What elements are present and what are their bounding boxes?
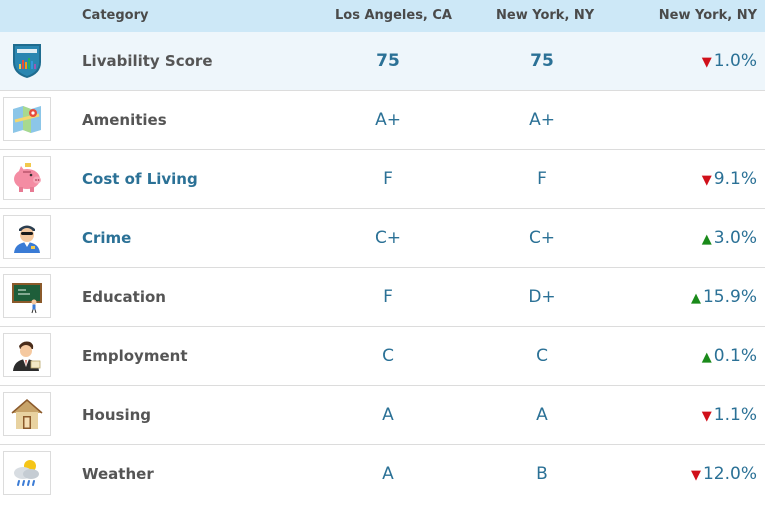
difference-value: ▲ 0.1% [701, 346, 757, 366]
areavibes-shield-icon [3, 38, 51, 82]
ny-value: F [537, 169, 547, 189]
table-row-housing: Housing A A ▼ 1.1% [0, 386, 765, 445]
table-row-employment: Employment C C ▲ 0.1% [0, 327, 765, 386]
ny-value: 75 [530, 51, 554, 71]
difference-value: ▼ 12.0% [690, 464, 757, 484]
arrow-down-icon: ▼ [701, 409, 712, 424]
category-link[interactable]: Crime [82, 229, 132, 247]
la-value: A+ [375, 110, 401, 130]
category-label: Housing [82, 406, 152, 424]
la-value: C [382, 346, 394, 366]
map-icon [3, 97, 51, 141]
category-label: Weather [82, 465, 154, 483]
la-value: C+ [374, 228, 402, 248]
police-officer-icon [3, 215, 51, 259]
businessman-icon [3, 333, 51, 377]
la-value: F [383, 287, 393, 307]
la-value: 75 [376, 51, 400, 71]
table-row-cost-of-living: Cost of Living F F ▼ 9.1% [0, 150, 765, 209]
ny-value: C [536, 346, 548, 366]
ny-value: B [536, 464, 548, 484]
arrow-up-icon: ▲ [701, 350, 712, 365]
difference-value: ▲ 3.0% [701, 228, 757, 248]
chalkboard-icon [3, 274, 51, 318]
table-row-amenities: Amenities A+ A+ [0, 91, 765, 150]
header-new-york-diff: New York, NY [658, 8, 757, 23]
arrow-down-icon: ▼ [690, 468, 701, 483]
table-row-weather: Weather A B ▼ 12.0% [0, 445, 765, 503]
table-row-crime: Crime C+ C+ ▲ 3.0% [0, 209, 765, 268]
ny-value: C+ [528, 228, 556, 248]
house-icon [3, 392, 51, 436]
table-row-livability-score: Livability Score 75 75 ▼ 1.0% [0, 32, 765, 91]
category-label: Livability Score [82, 52, 213, 70]
arrow-up-icon: ▲ [690, 291, 701, 306]
table-row-education: Education F D+ ▲ 15.9% [0, 268, 765, 327]
la-value: F [383, 169, 393, 189]
arrow-down-icon: ▼ [701, 55, 712, 70]
category-label: Amenities [82, 111, 167, 129]
ny-value: D+ [528, 287, 556, 307]
arrow-up-icon: ▲ [701, 232, 712, 247]
weather-icon [3, 451, 51, 495]
header-category: Category [82, 8, 149, 23]
difference-value: ▼ 9.1% [701, 169, 757, 189]
la-value: A [382, 464, 394, 484]
difference-value: ▼ 1.1% [701, 405, 757, 425]
header-los-angeles[interactable]: Los Angeles, CA [335, 8, 452, 23]
ny-value: A+ [529, 110, 555, 130]
table-header: Category Los Angeles, CA New York, NY Ne… [0, 0, 765, 32]
category-link[interactable]: Cost of Living [82, 170, 198, 188]
header-new-york[interactable]: New York, NY [496, 8, 595, 23]
category-label: Education [82, 288, 166, 306]
la-value: A [382, 405, 394, 425]
ny-value: A [536, 405, 548, 425]
difference-value: ▲ 15.9% [690, 287, 757, 307]
arrow-down-icon: ▼ [701, 173, 712, 188]
difference-value: ▼ 1.0% [701, 51, 757, 71]
category-label: Employment [82, 347, 188, 365]
piggy-bank-icon [3, 156, 51, 200]
